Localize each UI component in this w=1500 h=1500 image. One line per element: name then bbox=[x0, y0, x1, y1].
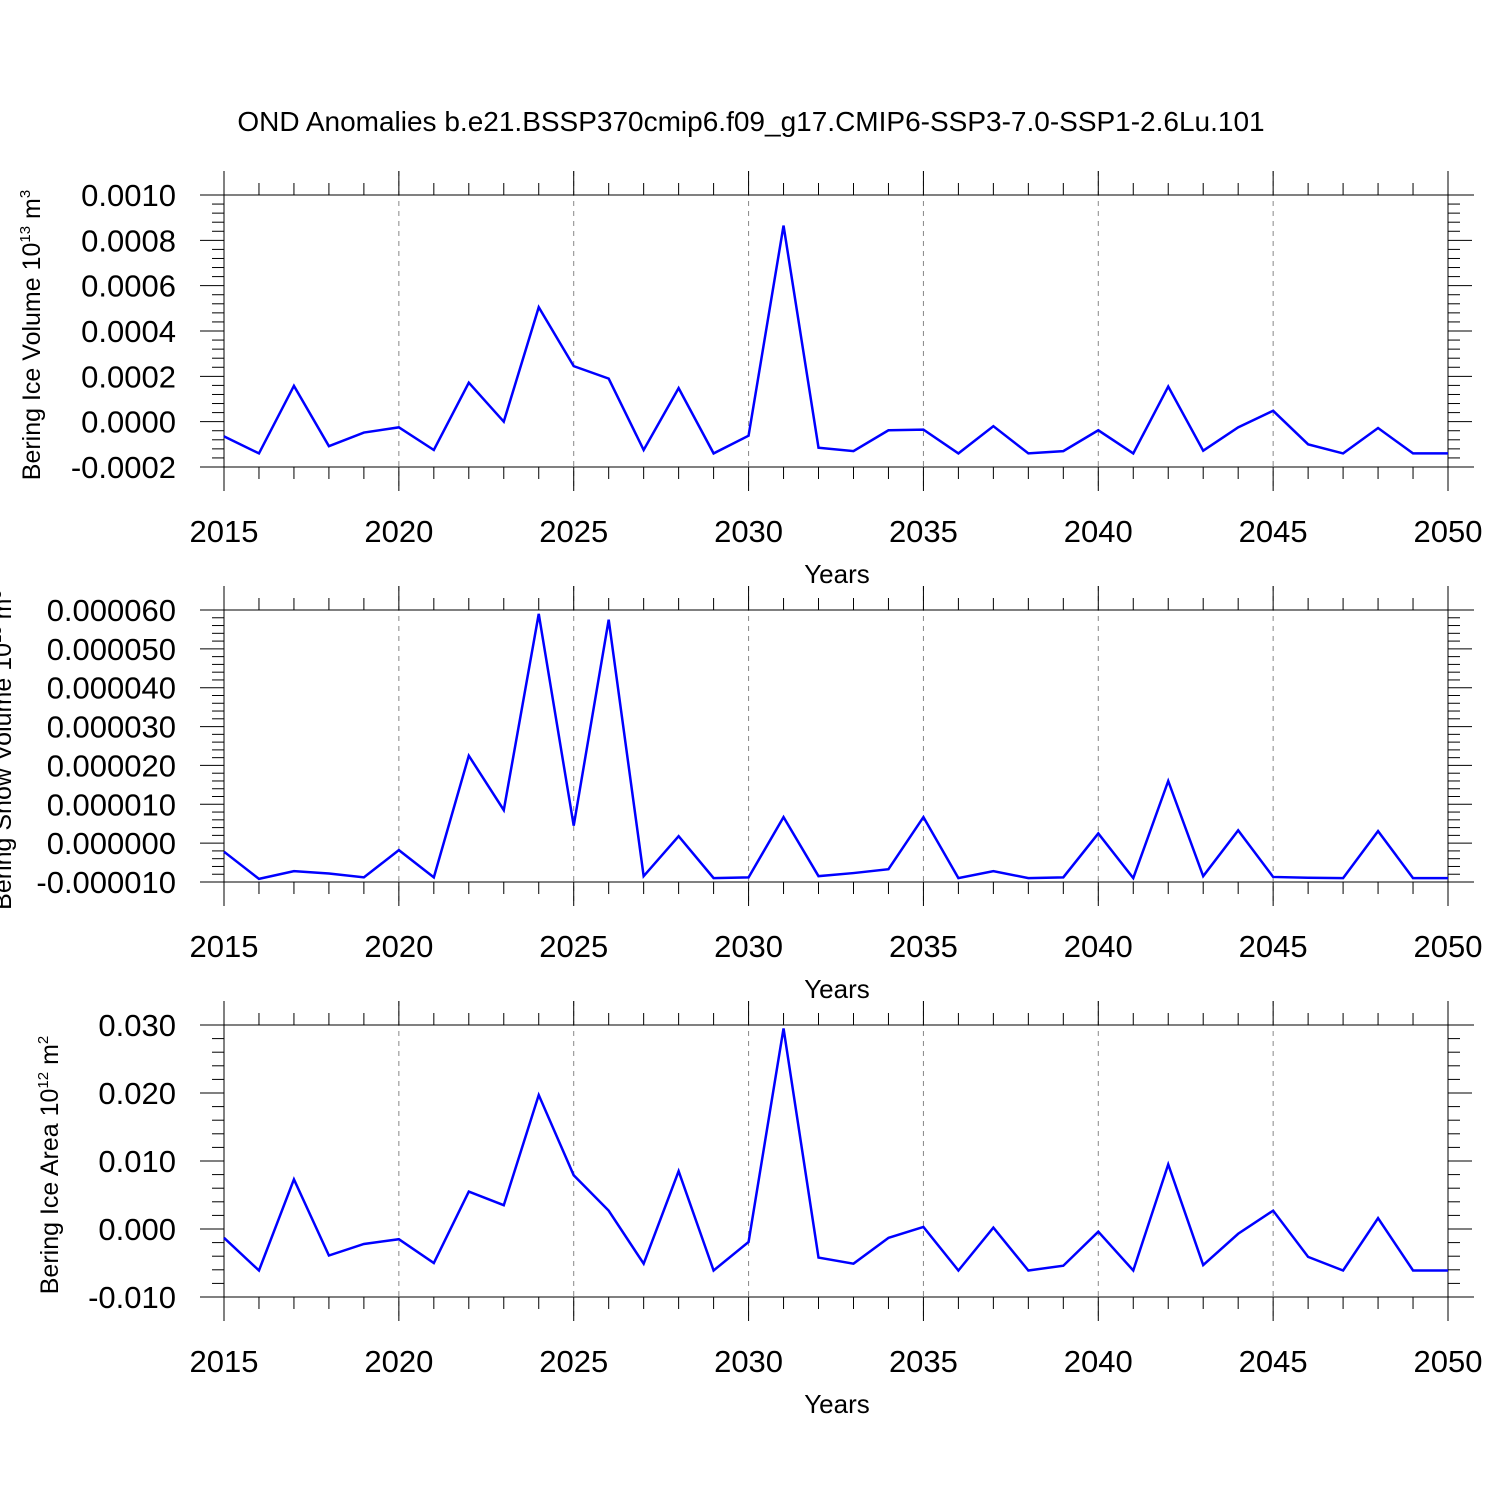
y-axis-title: Bering Ice Volume 1013 m3 bbox=[17, 190, 46, 480]
y-tick-label: 0.020 bbox=[98, 1076, 176, 1111]
x-tick-label: 2040 bbox=[1064, 929, 1133, 964]
panels: -0.00020.00000.00020.00040.00060.00080.0… bbox=[0, 171, 1482, 1419]
y-tick-label: 0.000020 bbox=[47, 748, 176, 783]
y-axis-title-superscript: 13 bbox=[17, 226, 34, 243]
x-tick-label: 2045 bbox=[1239, 1344, 1308, 1379]
x-tick-label: 2045 bbox=[1239, 929, 1308, 964]
x-tick-label: 2025 bbox=[539, 1344, 608, 1379]
y-tick-label: 0.0004 bbox=[81, 314, 176, 349]
x-tick-label: 2030 bbox=[714, 929, 783, 964]
y-axis-title-text: Bering Snow Volume 10 bbox=[0, 643, 17, 910]
x-tick-label: 2020 bbox=[364, 929, 433, 964]
y-axis-title-text: Bering Ice Area 10 bbox=[36, 1089, 64, 1295]
y-tick-label: 0.000040 bbox=[47, 671, 176, 706]
x-tick-label: 2040 bbox=[1064, 514, 1133, 549]
y-tick-label: 0.000 bbox=[98, 1212, 176, 1247]
y-tick-label: 0.000050 bbox=[47, 632, 176, 667]
y-axis-title: Bering Ice Area 1012 m2 bbox=[35, 1036, 64, 1295]
y-axis-title-superscript: 3 bbox=[17, 190, 34, 198]
x-tick-label: 2050 bbox=[1414, 929, 1483, 964]
x-tick-label: 2020 bbox=[364, 1344, 433, 1379]
x-tick-label: 2015 bbox=[190, 514, 259, 549]
y-tick-label: -0.000010 bbox=[36, 865, 176, 900]
y-tick-label: -0.010 bbox=[88, 1280, 176, 1315]
x-tick-label: 2035 bbox=[889, 514, 958, 549]
series-line bbox=[223, 1028, 1448, 1273]
x-tick-label: 2050 bbox=[1414, 514, 1483, 549]
x-tick-label: 2045 bbox=[1239, 514, 1308, 549]
series-line bbox=[223, 225, 1448, 456]
x-tick-label: 2050 bbox=[1414, 1344, 1483, 1379]
y-tick-label: 0.0008 bbox=[81, 223, 176, 258]
x-tick-label: 2020 bbox=[364, 514, 433, 549]
y-axis-title-superscript: 3 bbox=[0, 590, 5, 598]
x-axis-title: Years bbox=[804, 559, 870, 589]
panel-2: -0.000010 0.000000 0.000010 0.0000200.00003… bbox=[0, 586, 1482, 1004]
y-tick-label: 0.0002 bbox=[81, 359, 176, 394]
x-tick-label: 2025 bbox=[539, 514, 608, 549]
y-axis-title-text: m bbox=[0, 599, 17, 627]
y-axis-title-text: m bbox=[36, 1044, 64, 1072]
y-tick-label: 0.0000 bbox=[81, 405, 176, 440]
x-tick-label: 2030 bbox=[714, 1344, 783, 1379]
y-tick-label: -0.0002 bbox=[71, 450, 176, 485]
x-tick-label: 2035 bbox=[889, 1344, 958, 1379]
y-tick-label: 0.000000 bbox=[47, 826, 176, 861]
y-axis-title-superscript: 2 bbox=[35, 1036, 52, 1044]
x-axis-title: Years bbox=[804, 974, 870, 1004]
y-tick-label: 0.000010 bbox=[47, 787, 176, 822]
x-tick-label: 2030 bbox=[714, 514, 783, 549]
y-tick-label: 0.000060 bbox=[47, 593, 176, 628]
y-tick-label: 0.030 bbox=[98, 1008, 176, 1043]
x-axis-title: Years bbox=[804, 1389, 870, 1419]
panel-3: -0.010 0.000 0.010 0.020 0.030 2015 2020 2025 20… bbox=[35, 1001, 1482, 1419]
y-tick-label: 0.0006 bbox=[81, 269, 176, 304]
x-tick-label: 2015 bbox=[190, 929, 259, 964]
x-tick-label: 2025 bbox=[539, 929, 608, 964]
y-tick-label: 0.010 bbox=[98, 1144, 176, 1179]
y-tick-label: 0.000030 bbox=[47, 710, 176, 745]
y-axis-title-text: m bbox=[18, 198, 46, 226]
panel-1: -0.0002 0.0000 0.0002 0.0004 0.0006 0.0008 0.0… bbox=[17, 171, 1482, 589]
y-axis-title-superscript: 13 bbox=[0, 626, 5, 643]
y-axis-title-text: Bering Ice Volume 10 bbox=[18, 243, 46, 481]
x-tick-label: 2035 bbox=[889, 929, 958, 964]
y-axis-title: Bering Snow Volume 1013 m3 bbox=[0, 590, 17, 910]
x-tick-label: 2015 bbox=[190, 1344, 259, 1379]
x-tick-label: 2040 bbox=[1064, 1344, 1133, 1379]
series-line bbox=[223, 613, 1448, 881]
y-tick-label: 0.0010 bbox=[81, 178, 176, 213]
y-axis-title-superscript: 12 bbox=[35, 1072, 52, 1089]
figure-title: OND Anomalies b.e21.BSSP370cmip6.f09_g17… bbox=[237, 106, 1264, 137]
